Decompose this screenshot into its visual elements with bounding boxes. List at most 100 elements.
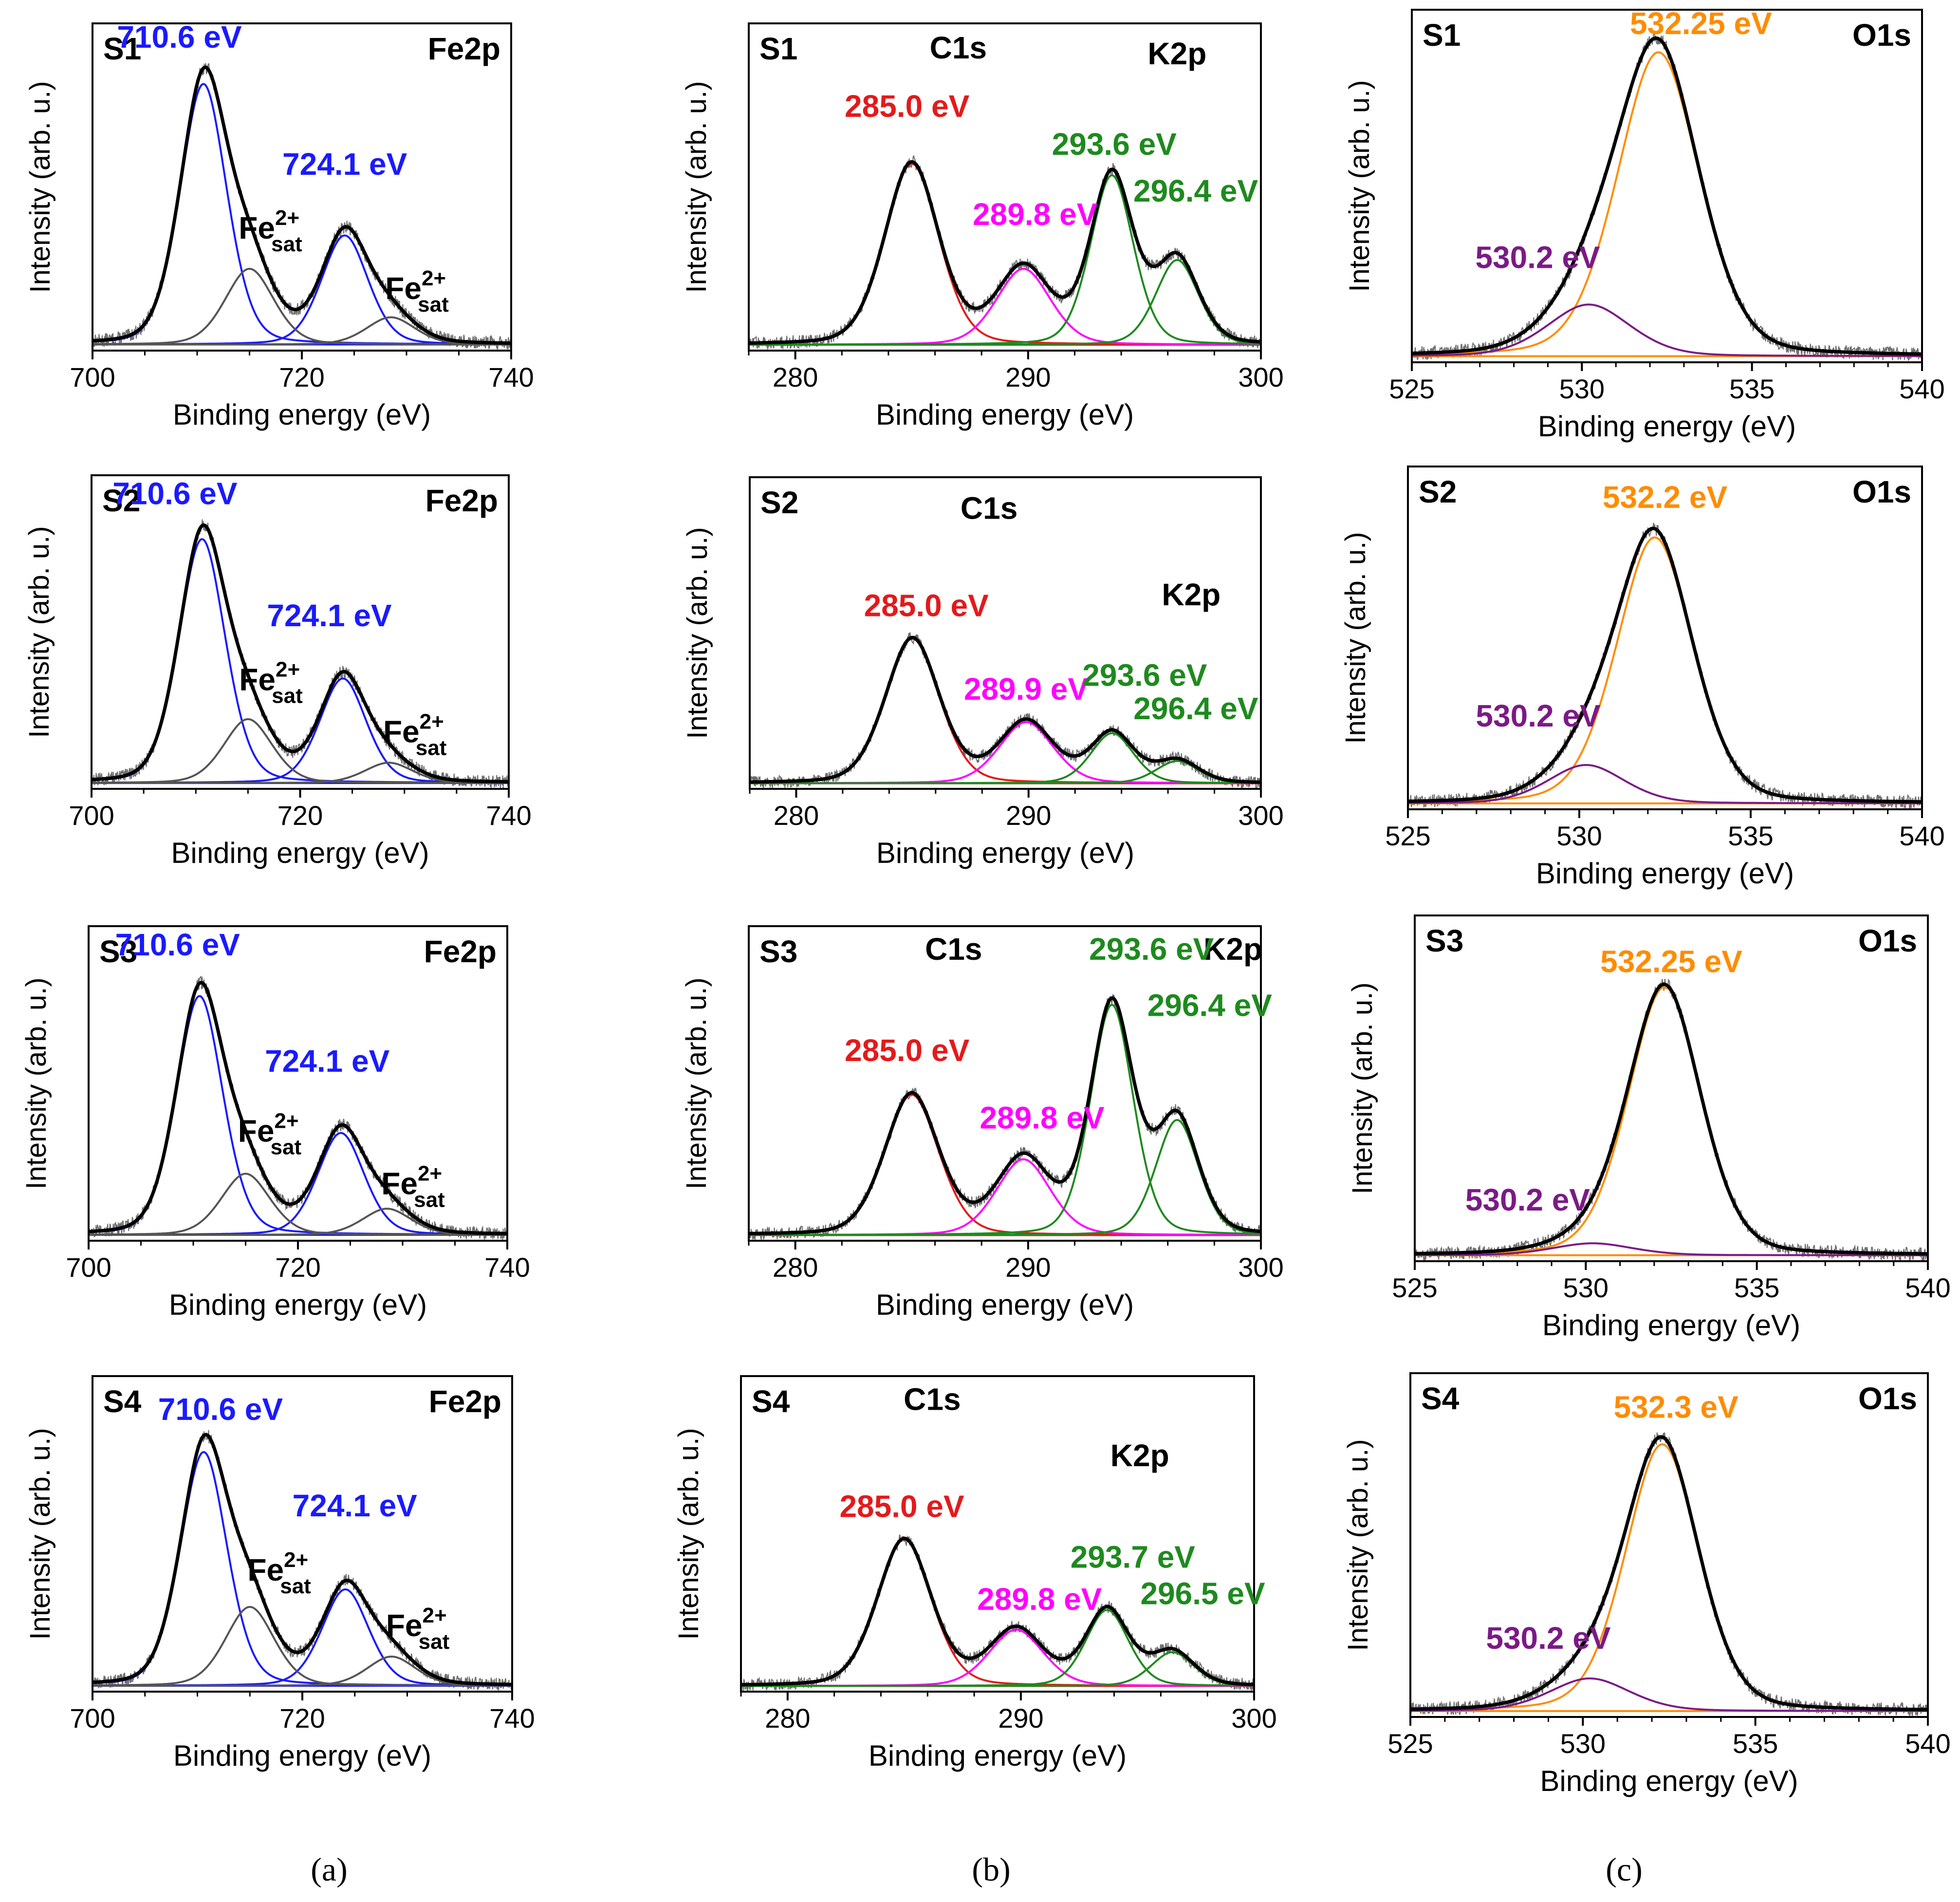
envelope-fit (93, 1433, 511, 1686)
panel-fe-s3: 700 720 740 Binding energy (eV) Intensity (a… (20, 925, 530, 1321)
x-tick-label: 540 (1899, 820, 1944, 851)
element-label-2: K2p (1162, 577, 1220, 612)
sample-label: S4 (752, 1384, 790, 1419)
curves (742, 1534, 1253, 1691)
x-axis-label: Binding energy (eV) (173, 398, 431, 431)
component-o1s-532.2-ev (1409, 536, 1921, 803)
plot-frame (749, 476, 1262, 790)
satellite-label: Fe2+ sat (381, 1161, 445, 1212)
curves (750, 155, 1260, 350)
component-o1s-530.2-ev (1411, 1677, 1927, 1712)
y-axis-label: Intensity (arb. u.) (24, 1428, 56, 1640)
raw-spectrum (1409, 522, 1921, 808)
y-axis-label: Intensity (arb. u.) (673, 1428, 704, 1640)
y-axis-label: Intensity (arb. u.) (682, 527, 713, 739)
x-tick-label: 740 (486, 800, 531, 831)
sample-label: S2 (760, 485, 798, 520)
curves (1411, 1432, 1927, 1716)
element-label: Fe2p (429, 1384, 501, 1419)
x-tick-label: 720 (277, 800, 323, 831)
y-axis-label: Intensity (arb. u.) (1347, 982, 1378, 1194)
y-axis-label: Intensity (arb. u.) (1342, 1439, 1374, 1651)
peak-label: 293.6 eV (1089, 932, 1214, 967)
x-tick-label: 540 (1899, 373, 1944, 404)
peak-label: 293.7 eV (1071, 1539, 1196, 1574)
sample-label: S3 (99, 934, 137, 969)
x-tick-label: 720 (275, 1252, 320, 1283)
column-caption: (b) (972, 1851, 1010, 1888)
sample-label: S3 (759, 934, 797, 969)
panel-fe-s4: 700 720 740 Binding energy (eV) Intensity (a… (24, 1375, 535, 1772)
peak-label: 296.5 eV (1140, 1576, 1265, 1611)
x-tick-label: 720 (279, 362, 324, 392)
component-o1s-530.2-ev (1416, 1242, 1927, 1256)
peak-label: 530.2 eV (1476, 698, 1601, 733)
x-tick-label: 525 (1387, 1728, 1433, 1759)
sample-label: S4 (103, 1384, 142, 1419)
component-fe2-satellite (93, 1605, 511, 1687)
panel-c-s3: 280 290 300 Binding energy (eV) Intensity (a… (681, 925, 1284, 1321)
peak-label: 289.8 eV (977, 1582, 1102, 1617)
x-tick-label: 700 (66, 1252, 111, 1283)
satellite-label: Fe2+ sat (239, 657, 303, 708)
peak-label: 285.0 eV (845, 1033, 970, 1068)
peak-label: 530.2 eV (1486, 1621, 1611, 1656)
component-k2p1-2-296.4-ev (750, 259, 1260, 346)
x-tick-label: 290 (998, 1703, 1043, 1734)
element-label: C1s (904, 1381, 961, 1417)
panel-fe-s2: 700 720 740 Binding energy (eV) Intensity (a… (23, 474, 532, 869)
peak-label: 724.1 eV (265, 1044, 390, 1079)
curves (750, 994, 1260, 1240)
x-tick-label: 720 (279, 1703, 325, 1734)
peak-label: 724.1 eV (267, 598, 392, 633)
plot-frame (1414, 914, 1929, 1262)
satellite-label: Fe2+ sat (238, 1109, 302, 1159)
curves (92, 519, 508, 788)
sample-label: S4 (1421, 1381, 1460, 1416)
satellite-label: Fe2+ sat (383, 710, 447, 760)
peak-label: 296.4 eV (1133, 691, 1258, 726)
component-o1s-532.25-ev (1413, 51, 1921, 355)
component-k2p1-2-296.5-ev (742, 1651, 1253, 1687)
x-tick-label: 700 (70, 362, 115, 392)
envelope-fit (92, 523, 508, 783)
x-axis-label: Binding energy (eV) (1542, 1309, 1800, 1342)
peak-label: 710.6 eV (112, 476, 238, 511)
sample-label: S2 (102, 483, 140, 518)
sample-label: S1 (1423, 18, 1461, 53)
peak-label: 724.1 eV (282, 147, 407, 182)
x-tick-label: 740 (488, 362, 534, 392)
peak-label: 285.0 eV (845, 89, 970, 124)
element-label: O1s (1852, 18, 1911, 53)
x-tick-label: 530 (1563, 1272, 1609, 1303)
x-tick-label: 280 (773, 1252, 818, 1283)
element-label: Fe2p (425, 483, 498, 518)
peak-label: 532.3 eV (1614, 1389, 1739, 1424)
element-label: O1s (1858, 1381, 1917, 1416)
peak-label: 530.2 eV (1465, 1182, 1590, 1217)
y-axis-label: Intensity (arb. u.) (1344, 80, 1375, 292)
peak-label: 532.25 eV (1630, 6, 1772, 41)
sample-label: S1 (103, 31, 141, 66)
panel-fe-s1: 700 720 740 Binding energy (eV) Intensity (a… (24, 19, 534, 431)
column-caption: (c) (1606, 1851, 1642, 1888)
x-tick-label: 525 (1385, 820, 1430, 851)
x-axis-label: Binding energy (eV) (1536, 857, 1794, 890)
x-tick-label: 535 (1728, 820, 1773, 851)
component-fe2-satellite (90, 1173, 506, 1236)
y-axis-label: Intensity (arb. u.) (1340, 532, 1371, 744)
y-axis-label: Intensity (arb. u.) (24, 81, 56, 293)
x-tick-label: 280 (774, 800, 819, 831)
y-axis-label: Intensity (arb. u.) (20, 977, 52, 1189)
raw-spectrum (1413, 31, 1921, 361)
panel-o-s4: 525 530 535 540 Binding energy (eV) Intensity… (1342, 1372, 1951, 1797)
peak-label: 293.6 eV (1052, 127, 1177, 162)
panel-o-s2: 525 530 535 540 Binding energy (eV) Intensity… (1340, 466, 1945, 890)
curves (1409, 522, 1921, 808)
panel-c-s4: 280 290 300 Binding energy (eV) Intensity (a… (673, 1375, 1277, 1772)
y-axis-label: Intensity (arb. u.) (681, 81, 712, 293)
curves (93, 1430, 511, 1691)
envelope-fit (90, 981, 506, 1235)
curves (93, 63, 510, 350)
